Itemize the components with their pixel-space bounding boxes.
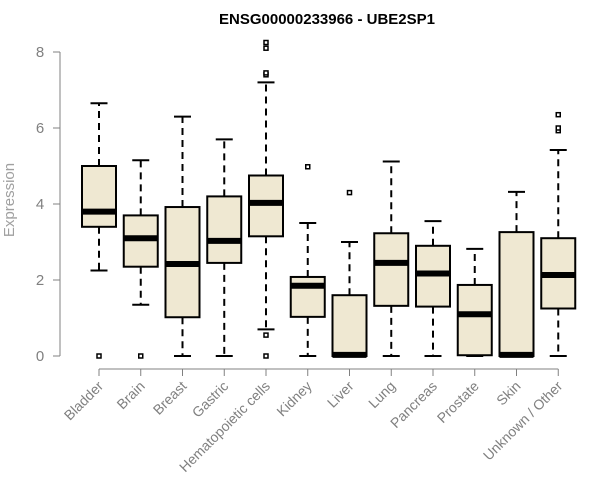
outlier-point bbox=[263, 353, 269, 359]
outlier-point bbox=[305, 164, 311, 170]
y-axis-title: Expression bbox=[1, 163, 18, 237]
box-group bbox=[456, 247, 493, 357]
box-iqr bbox=[331, 294, 368, 358]
box-iqr bbox=[373, 232, 410, 307]
chart-title: ENSG00000233966 - UBE2SP1 bbox=[219, 11, 435, 28]
x-tick-label: Brain bbox=[113, 378, 147, 412]
x-tick-label: Bladder bbox=[61, 378, 107, 424]
outlier-point bbox=[96, 353, 102, 359]
box-group bbox=[498, 190, 535, 358]
box-group bbox=[373, 160, 410, 357]
y-tick-label: 8 bbox=[36, 44, 44, 61]
x-tick-label: Skin bbox=[493, 378, 524, 409]
outlier-point bbox=[555, 125, 561, 131]
outlier-point bbox=[555, 111, 561, 118]
box-iqr bbox=[498, 231, 535, 357]
box-group bbox=[248, 39, 284, 359]
box-iqr bbox=[81, 165, 117, 228]
outlier-point bbox=[263, 332, 269, 338]
box-group bbox=[415, 220, 451, 357]
outlier-point bbox=[346, 189, 353, 196]
box-group bbox=[81, 102, 117, 359]
y-axis: 0 2 4 6 8 bbox=[36, 44, 61, 365]
outlier-point bbox=[138, 353, 144, 359]
box-iqr bbox=[456, 283, 493, 357]
box-iqr bbox=[206, 195, 243, 264]
y-tick-label: 0 bbox=[36, 348, 44, 365]
x-tick-label: Kidney bbox=[273, 378, 315, 420]
box-group bbox=[540, 111, 577, 357]
box-group bbox=[289, 164, 326, 357]
box-group bbox=[164, 115, 201, 357]
y-tick-label: 6 bbox=[36, 120, 44, 137]
y-tick-label: 2 bbox=[36, 272, 44, 289]
x-tick-label: Unknown / Other bbox=[480, 378, 566, 464]
y-tick-label: 4 bbox=[36, 196, 44, 213]
x-tick-label: Breast bbox=[150, 378, 190, 418]
x-tick-label: Prostate bbox=[434, 378, 482, 426]
x-tick-label: Liver bbox=[324, 378, 357, 411]
box-iqr bbox=[248, 174, 284, 238]
box-group bbox=[122, 159, 159, 359]
outlier-point bbox=[263, 39, 269, 46]
outlier-point bbox=[263, 45, 269, 51]
outlier-point bbox=[263, 70, 269, 76]
x-tick-label: Lung bbox=[365, 378, 398, 411]
box-series bbox=[81, 39, 577, 359]
box-group bbox=[206, 138, 243, 357]
box-group bbox=[331, 189, 368, 358]
